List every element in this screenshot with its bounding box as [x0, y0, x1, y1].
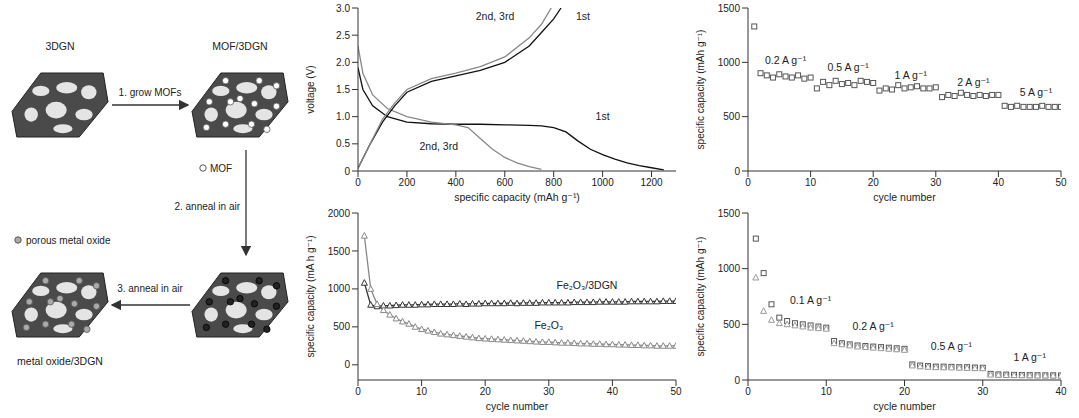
svg-text:cycle number: cycle number	[873, 400, 936, 412]
svg-text:3DGN: 3DGN	[45, 40, 74, 52]
svg-text:20: 20	[899, 386, 911, 397]
svg-text:voltage (V): voltage (V)	[305, 65, 316, 113]
svg-text:0: 0	[344, 359, 350, 370]
svg-text:500: 500	[333, 321, 350, 332]
svg-text:cycle number: cycle number	[486, 400, 549, 412]
svg-text:2. anneal in air: 2. anneal in air	[174, 201, 240, 212]
svg-text:0.5 A g⁻¹: 0.5 A g⁻¹	[828, 61, 870, 73]
svg-text:20: 20	[480, 386, 492, 397]
svg-text:0: 0	[344, 166, 350, 177]
svg-text:0: 0	[745, 177, 751, 188]
svg-text:500: 500	[723, 111, 740, 122]
svg-text:1500: 1500	[328, 246, 351, 257]
svg-text:Fe₂O₃: Fe₂O₃	[534, 319, 563, 331]
svg-text:1000: 1000	[328, 283, 351, 294]
svg-text:3.0: 3.0	[336, 3, 350, 14]
svg-text:0.1 A g⁻¹: 0.1 A g⁻¹	[790, 294, 832, 306]
svg-text:specific capacity (mA h g⁻¹): specific capacity (mA h g⁻¹)	[305, 236, 316, 358]
svg-text:1500: 1500	[718, 3, 741, 14]
svg-text:Fe₂O₃/3DGN: Fe₂O₃/3DGN	[557, 279, 618, 291]
svg-text:600: 600	[496, 177, 513, 188]
svg-text:50: 50	[670, 386, 682, 397]
svg-text:50: 50	[1055, 177, 1067, 188]
svg-text:10: 10	[805, 177, 817, 188]
svg-text:MOF: MOF	[210, 163, 232, 174]
svg-text:porous metal oxide: porous metal oxide	[26, 235, 111, 246]
svg-text:10: 10	[416, 386, 428, 397]
svg-text:1200: 1200	[640, 177, 663, 188]
svg-text:2nd, 3rd: 2nd, 3rd	[476, 10, 515, 22]
svg-text:1000: 1000	[591, 177, 614, 188]
svg-text:1st: 1st	[576, 10, 590, 22]
svg-text:40: 40	[1055, 386, 1067, 397]
svg-text:2000: 2000	[328, 208, 351, 219]
svg-text:200: 200	[399, 177, 416, 188]
svg-text:0.2 A g⁻¹: 0.2 A g⁻¹	[765, 54, 807, 66]
svg-text:1000: 1000	[718, 57, 741, 68]
svg-text:0.5: 0.5	[336, 138, 350, 149]
svg-text:1st: 1st	[596, 110, 610, 122]
svg-text:30: 30	[930, 177, 942, 188]
svg-text:1. grow MOFs: 1. grow MOFs	[119, 87, 182, 98]
svg-text:1 A g⁻¹: 1 A g⁻¹	[1013, 351, 1046, 363]
svg-text:0: 0	[745, 386, 751, 397]
svg-text:5 A g⁻¹: 5 A g⁻¹	[1020, 86, 1053, 98]
svg-text:2 A g⁻¹: 2 A g⁻¹	[957, 76, 990, 88]
svg-text:2.5: 2.5	[336, 30, 350, 41]
svg-text:10: 10	[821, 386, 833, 397]
svg-text:1.5: 1.5	[336, 84, 350, 95]
svg-text:cycle number: cycle number	[873, 191, 936, 203]
svg-text:1 A g⁻¹: 1 A g⁻¹	[895, 69, 928, 81]
svg-text:0: 0	[734, 166, 740, 177]
svg-text:3. anneal in air: 3. anneal in air	[117, 283, 183, 294]
svg-text:400: 400	[448, 177, 465, 188]
svg-text:1.0: 1.0	[336, 111, 350, 122]
svg-text:0: 0	[355, 177, 361, 188]
svg-text:specific capacity (mAh g⁻¹): specific capacity (mAh g⁻¹)	[454, 191, 580, 203]
svg-text:20: 20	[868, 177, 880, 188]
svg-text:0.5 A g⁻¹: 0.5 A g⁻¹	[931, 340, 973, 352]
svg-text:1500: 1500	[718, 208, 741, 219]
svg-text:MOF/3DGN: MOF/3DGN	[212, 40, 267, 52]
svg-text:40: 40	[993, 177, 1005, 188]
svg-text:2.0: 2.0	[336, 57, 350, 68]
svg-text:30: 30	[543, 386, 555, 397]
svg-text:1000: 1000	[718, 263, 741, 274]
svg-text:0.2 A g⁻¹: 0.2 A g⁻¹	[853, 320, 895, 332]
svg-text:specific capacity (mAh g⁻¹): specific capacity (mAh g⁻¹)	[695, 30, 706, 150]
svg-text:0: 0	[734, 375, 740, 386]
svg-text:30: 30	[977, 386, 989, 397]
svg-text:0: 0	[355, 386, 361, 397]
svg-text:2nd, 3rd: 2nd, 3rd	[419, 140, 458, 152]
svg-text:40: 40	[607, 386, 619, 397]
svg-text:metal oxide/3DGN: metal oxide/3DGN	[17, 355, 103, 367]
svg-text:specific capacity (mAh g⁻¹): specific capacity (mAh g⁻¹)	[695, 237, 706, 357]
svg-text:800: 800	[545, 177, 562, 188]
svg-text:500: 500	[723, 319, 740, 330]
